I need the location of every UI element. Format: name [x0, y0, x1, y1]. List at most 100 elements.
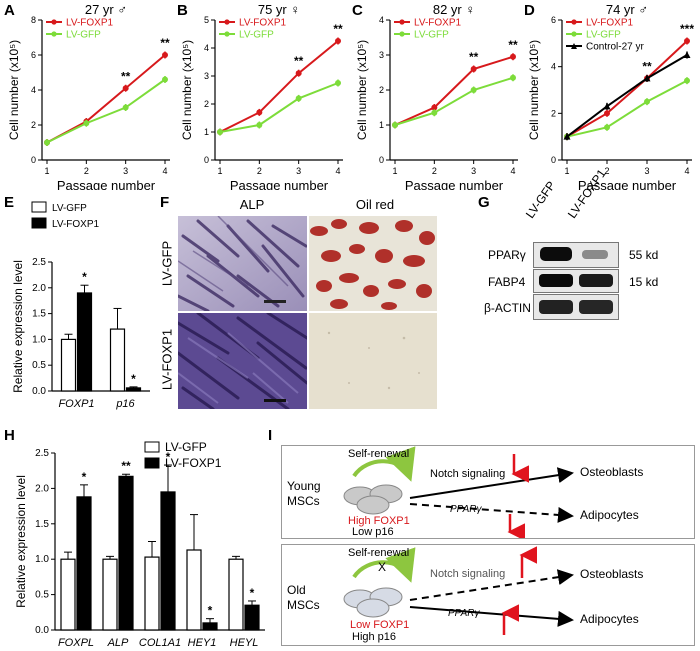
- legend-marker: [399, 19, 405, 25]
- significance-mark: **: [160, 36, 170, 50]
- data-point: [510, 53, 516, 60]
- bar: [76, 496, 92, 631]
- expression-chart-e: 0.0 0.5 1.0 1.5 2.0 2.5 Relative expression le…: [11, 201, 150, 410]
- bar: [60, 338, 77, 392]
- y-tick-label: 0.5: [32, 360, 46, 371]
- adipocyte-arrow: [409, 503, 574, 523]
- band-fabp4-gfp: [539, 274, 573, 287]
- legend-label: LV-GFP: [52, 203, 87, 214]
- data-point: [83, 120, 90, 127]
- y-tick-label: 0: [31, 155, 36, 165]
- data-point: [217, 129, 223, 135]
- legend-label: LV-GFP: [66, 30, 101, 41]
- bar: [244, 604, 260, 631]
- chart-title: 82 yr ♀: [433, 2, 475, 17]
- x-tick-label: 2: [432, 166, 437, 176]
- old-cross-mark: X: [378, 560, 387, 574]
- series-line: [394, 55, 514, 126]
- oil-red-lv-gfp-image: [309, 216, 437, 311]
- series-line: [219, 82, 339, 133]
- category-label: FOXPL: [58, 637, 94, 649]
- growth-chart-74yr: 74 yr ♂ 0 2 4 6 1 2 3 4 Passage number Cell number…: [527, 2, 694, 190]
- data-point: [603, 102, 611, 110]
- x-tick-label: 2: [257, 166, 262, 176]
- y-axis-label: Cell number (x10⁵): [355, 40, 369, 140]
- series-line: [566, 40, 688, 138]
- young-label-1: Young: [287, 479, 321, 493]
- data-point: [431, 109, 438, 116]
- growth-chart-27yr: 27 yr ♂ 0 2 4 6 8 1 2 3 4 Passage number Cell numbe…: [7, 2, 170, 190]
- data-point: [44, 139, 50, 146]
- x-tick-label: 1: [44, 166, 49, 176]
- x-tick-label: 3: [123, 166, 128, 176]
- series-line: [219, 40, 339, 133]
- bar: [160, 491, 176, 631]
- data-point: [122, 104, 129, 111]
- data-point: [644, 98, 650, 105]
- significance-mark: *: [131, 372, 136, 386]
- blot-pparg: [533, 242, 619, 268]
- category-label: COL1A1: [139, 637, 181, 649]
- y-tick-label: 2.0: [32, 283, 46, 294]
- data-point: [335, 38, 341, 44]
- significance-mark: *: [250, 586, 255, 600]
- significance-mark: *: [166, 450, 171, 464]
- schematic-old-graphics: [343, 546, 574, 635]
- x-axis-label: Passage number: [57, 178, 156, 190]
- y-tick-label: 2: [204, 99, 209, 109]
- bar: [109, 328, 126, 392]
- category-label: FOXP1: [58, 398, 94, 410]
- y-tick-label: 2: [551, 108, 556, 118]
- old-p16: High p16: [352, 631, 397, 643]
- old-pparg: PPARγ: [448, 608, 480, 619]
- y-tick-label: 1: [379, 120, 384, 130]
- y-axis-label: Relative expression level: [14, 475, 28, 608]
- panel-label-e: E: [4, 194, 15, 211]
- legend-marker: [51, 19, 57, 25]
- data-point: [684, 38, 690, 44]
- data-point: [122, 85, 129, 92]
- panel-label-b: B: [177, 2, 188, 19]
- panel-label-c: C: [352, 2, 363, 19]
- legend-label: LV-GFP: [586, 30, 621, 41]
- x-tick-label: 4: [335, 166, 340, 176]
- x-tick-label: 1: [564, 166, 569, 176]
- y-tick-label: 1: [204, 127, 209, 137]
- category-label: p16: [115, 398, 135, 410]
- significance-mark: **: [469, 50, 479, 64]
- y-axis-label: Cell number (x10⁵): [527, 40, 541, 140]
- data-point: [470, 87, 477, 93]
- schematic-young-graphics: [343, 446, 574, 538]
- old-label-1: Old: [287, 583, 306, 597]
- old-osteoblast-arrow: [409, 569, 574, 601]
- alp-stain-lv-foxp1-image: [178, 313, 307, 409]
- x-tick-label: 1: [392, 166, 397, 176]
- alp-stain-lv-gfp-image: [178, 216, 307, 311]
- old-adipocyte-arrow: [409, 606, 574, 627]
- y-tick-label: 2: [31, 120, 36, 130]
- y-tick-label: 1.5: [35, 519, 49, 530]
- bar: [125, 387, 142, 392]
- y-tick-label: 1.5: [32, 309, 46, 320]
- y-tick-label: 0.0: [35, 625, 49, 636]
- legend-label: LV-GFP: [239, 30, 274, 41]
- legend-marker: [51, 31, 57, 37]
- bar: [228, 558, 244, 631]
- x-axis-label: Passage number: [405, 178, 504, 190]
- young-osteoblasts: Osteoblasts: [580, 465, 644, 479]
- g-size-pparg: 55 kd: [629, 248, 659, 262]
- chart-title: 75 yr ♀: [258, 2, 300, 17]
- band-actin-foxp1: [579, 300, 613, 314]
- x-tick-label: 2: [604, 166, 609, 176]
- f-row-foxp1: LV-FOXP1: [159, 328, 175, 391]
- old-adipocytes: Adipocytes: [580, 612, 639, 626]
- legend-marker: [399, 31, 405, 37]
- data-point: [256, 122, 263, 128]
- series-line: [566, 54, 688, 138]
- y-tick-label: 0: [551, 155, 556, 165]
- y-tick-label: 4: [204, 43, 209, 53]
- band-fabp4-foxp1: [579, 274, 613, 287]
- x-tick-label: 3: [644, 166, 649, 176]
